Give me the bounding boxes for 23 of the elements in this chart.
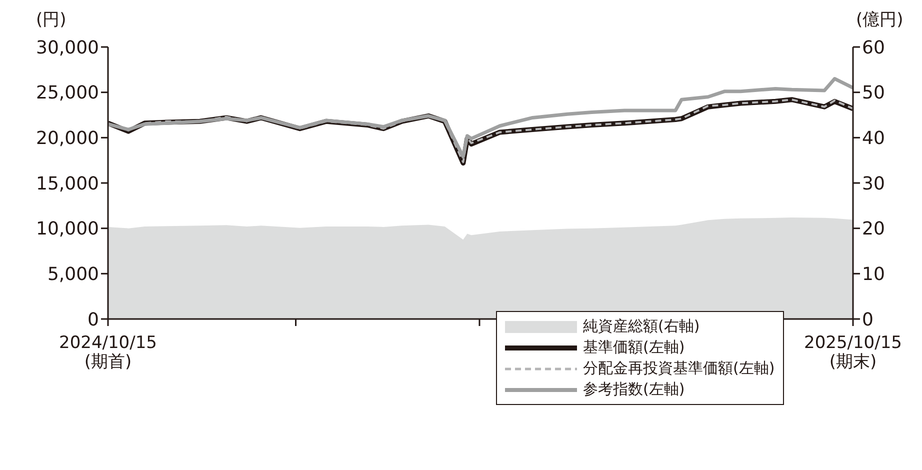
y2-tick-label: 40 [862,128,885,150]
y2-tick-label: 0 [862,309,874,330]
legend-label: 基準価額(左軸) [583,338,685,357]
y-tick-label: 5,000 [47,264,99,286]
y-tick-label: 10,000 [36,218,99,240]
legend-label: 分配金再投資基準価額(左軸) [583,359,775,378]
series-label: 純資産総額(右軸) [583,317,700,336]
y-tick-label: 0 [88,309,99,330]
legend-label: 参考指数(左軸) [583,380,685,399]
y2-axis-title: (億円) [856,9,904,31]
x-tick-label: 2025/10/15 (期末) [804,333,902,372]
y-tick-label: 20,000 [36,128,99,150]
y2-tick-label: 60 [862,37,885,58]
y-tick-label: 25,000 [36,82,99,104]
y2-tick-label: 20 [862,218,885,240]
y2-tick-label: 50 [862,82,885,104]
y-tick-label: 15,000 [36,173,99,194]
y-tick-label: 30,000 [36,37,99,58]
y-axis-title: (円) [36,9,66,31]
x-tick-label: 2024/10/15 (期首) [59,333,157,372]
line-series [108,76,853,158]
y2-tick-label: 10 [862,264,885,286]
y2-tick-label: 30 [862,173,885,194]
